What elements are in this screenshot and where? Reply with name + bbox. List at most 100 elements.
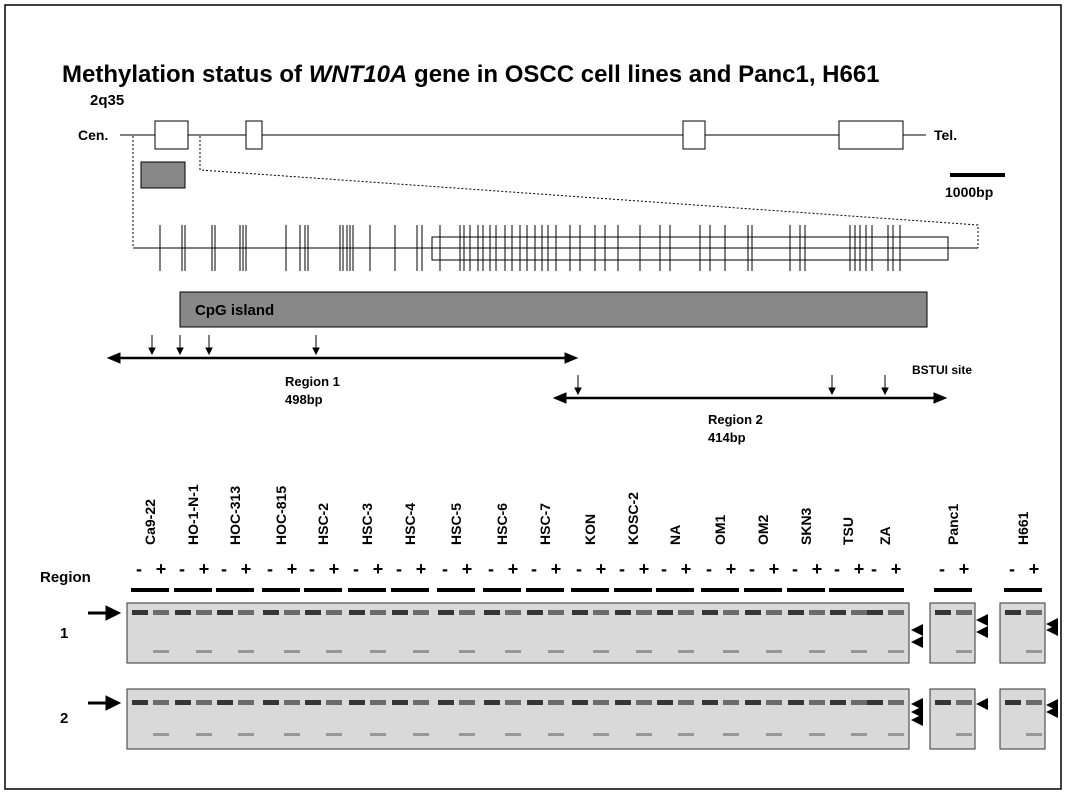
gel-band	[413, 650, 429, 653]
gel-band	[766, 610, 782, 615]
lane-bar	[262, 588, 300, 592]
gel-band	[153, 733, 169, 736]
telomere-label: Tel.	[934, 127, 957, 143]
gel-band	[459, 733, 475, 736]
gel-band	[392, 700, 408, 705]
gel-band	[572, 700, 588, 705]
gel-band	[788, 610, 804, 615]
lane-bar	[787, 588, 825, 592]
gel-band	[851, 610, 867, 615]
gel-band	[766, 650, 782, 653]
region-number: 2	[60, 710, 68, 727]
gel-band	[657, 610, 673, 615]
gel-band	[548, 700, 564, 705]
gel-band	[413, 700, 429, 705]
lane-label: HOC-313	[227, 486, 243, 545]
gel-band	[1026, 733, 1042, 736]
gel-band	[284, 733, 300, 736]
gel-band	[548, 650, 564, 653]
gel-band	[888, 733, 904, 736]
gel-band	[484, 700, 500, 705]
gel-band	[593, 700, 609, 705]
gel-band	[678, 733, 694, 736]
centromere-label: Cen.	[78, 127, 108, 143]
gel-band	[851, 700, 867, 705]
gel-band	[809, 650, 825, 653]
gel-band	[956, 700, 972, 705]
gel-band	[867, 610, 883, 615]
treatment-sign: -	[309, 559, 315, 579]
treatment-sign: +	[681, 559, 692, 579]
gel-band	[217, 700, 233, 705]
site-label: BSTUI site	[912, 363, 972, 377]
gel-band	[238, 610, 254, 615]
gel-image	[930, 689, 975, 749]
treatment-sign: -	[792, 559, 798, 579]
gel-band	[132, 610, 148, 615]
gel-band	[851, 733, 867, 736]
lane-bar	[744, 588, 782, 592]
gel-band	[636, 700, 652, 705]
treatment-sign: -	[531, 559, 537, 579]
lane-label: KON	[582, 514, 598, 545]
gel-band	[766, 700, 782, 705]
gel-band	[196, 733, 212, 736]
gel-band	[326, 650, 342, 653]
gel-band	[636, 650, 652, 653]
gel-band	[745, 700, 761, 705]
gel-band	[1026, 610, 1042, 615]
gel-band	[438, 700, 454, 705]
scale-label: 1000bp	[945, 184, 993, 200]
treatment-sign: +	[462, 559, 473, 579]
gel-band	[702, 700, 718, 705]
lane-label: HSC-3	[359, 503, 375, 545]
treatment-sign: +	[1029, 559, 1040, 579]
lane-bar	[216, 588, 254, 592]
gel-band	[438, 610, 454, 615]
gel-band	[484, 610, 500, 615]
gel-image	[1000, 689, 1045, 749]
gel-band	[548, 610, 564, 615]
lane-bar	[829, 588, 867, 592]
gel-band	[370, 610, 386, 615]
treatment-sign: +	[416, 559, 427, 579]
lane-label: Ca9-22	[142, 499, 158, 545]
lane-label: TSU	[840, 517, 856, 545]
gel-band	[505, 733, 521, 736]
region-header: Region	[40, 569, 91, 586]
lane-label: HSC-4	[402, 503, 418, 545]
gel-band	[1026, 650, 1042, 653]
gel-band	[217, 610, 233, 615]
gel-band	[527, 700, 543, 705]
gel-band	[809, 610, 825, 615]
gel-band	[888, 650, 904, 653]
lane-bar	[304, 588, 342, 592]
gel-band	[935, 610, 951, 615]
lane-bar	[1004, 588, 1042, 592]
lane-label: HSC-6	[494, 503, 510, 545]
gel-band	[723, 700, 739, 705]
lane-bar	[656, 588, 694, 592]
treatment-sign: +	[812, 559, 823, 579]
gel-band	[702, 610, 718, 615]
title-gene: WNT10A	[309, 61, 408, 88]
gel-band	[459, 650, 475, 653]
gel-band	[284, 610, 300, 615]
gel-band	[956, 650, 972, 653]
gel-band	[830, 610, 846, 615]
gel-band	[745, 610, 761, 615]
region-number: 1	[60, 625, 68, 642]
gel-band	[305, 700, 321, 705]
treatment-sign: +	[373, 559, 384, 579]
gel-band	[593, 610, 609, 615]
gel-band	[263, 610, 279, 615]
gel-band	[723, 650, 739, 653]
gel-band	[505, 650, 521, 653]
treatment-sign: -	[576, 559, 582, 579]
lane-bar	[437, 588, 475, 592]
region2-size: 414bp	[708, 430, 746, 445]
gel-band	[723, 733, 739, 736]
treatment-sign: +	[891, 559, 902, 579]
treatment-sign: +	[199, 559, 210, 579]
treatment-sign: -	[488, 559, 494, 579]
